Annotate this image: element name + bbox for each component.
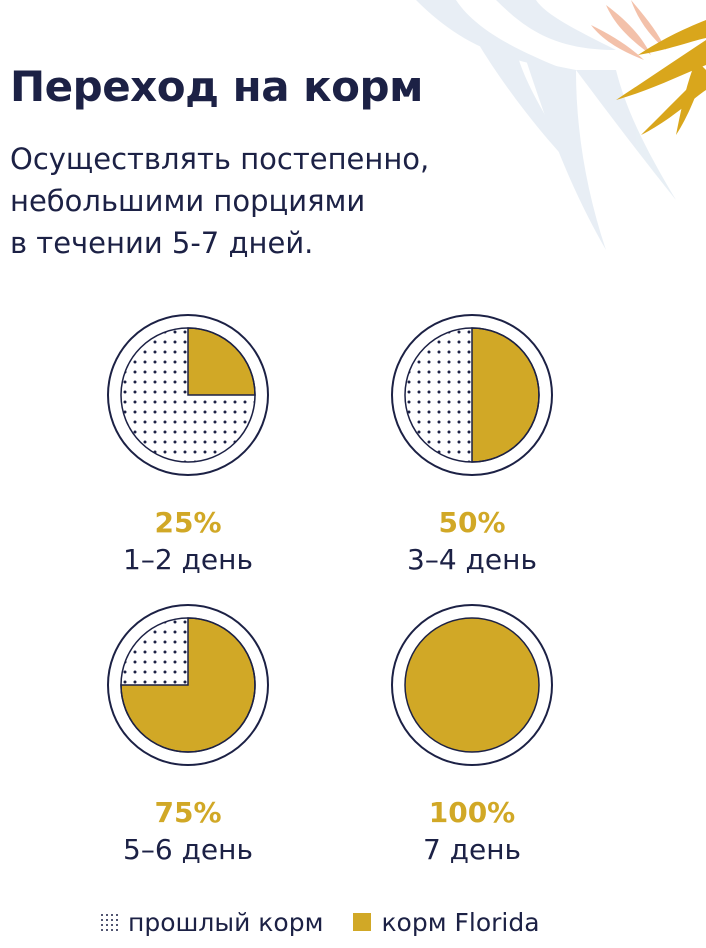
pie-chart-2 — [391, 314, 553, 476]
legend: прошлый корм корм Florida — [100, 904, 570, 940]
pie-inner-outline — [404, 327, 540, 463]
pie-block-2: 50% 3–4 день — [372, 310, 572, 578]
pie-day-label: 7 день — [422, 833, 522, 866]
pie-block-1: 25% 1–2 день — [88, 310, 288, 578]
pie-block-4: 100% 7 день — [372, 600, 572, 868]
pie-inner-outline — [120, 327, 256, 463]
pie-slice-new-food — [405, 618, 539, 752]
page-subtitle: Осуществлять постепенно, небольшими порц… — [10, 138, 429, 264]
pie-day-label: 5–6 день — [123, 833, 253, 866]
legend-label: прошлый корм — [128, 907, 324, 937]
pie-inner-outline — [120, 617, 256, 753]
subtitle-line: Осуществлять постепенно, — [10, 142, 430, 176]
pie-block-3: 75% 5–6 день — [88, 600, 288, 868]
pie-percent-label: 25% — [154, 506, 222, 539]
subtitle-line: небольшими порциями — [10, 184, 366, 218]
pie-chart-3 — [107, 604, 269, 766]
pie-percent-label: 50% — [438, 506, 506, 539]
pie-chart-1 — [107, 314, 269, 476]
pie-day-label: 3–4 день — [407, 543, 537, 576]
dotted-square-icon — [101, 914, 118, 931]
pie-day-label: 1–2 день — [123, 543, 253, 576]
legend-label: корм Florida — [381, 907, 540, 937]
legend-item-old: прошлый корм — [100, 908, 323, 937]
legend-item-new: корм Florida — [353, 907, 540, 937]
page-title: Переход на корм — [10, 62, 423, 111]
pie-percent-label: 100% — [428, 796, 516, 829]
gold-square-icon — [353, 913, 372, 931]
pie-inner-outline — [404, 617, 540, 753]
pie-percent-label: 75% — [154, 796, 222, 829]
subtitle-line: в течении 5-7 дней. — [10, 226, 314, 260]
decorative-leaves — [416, 0, 706, 250]
pie-chart-4 — [391, 604, 553, 766]
